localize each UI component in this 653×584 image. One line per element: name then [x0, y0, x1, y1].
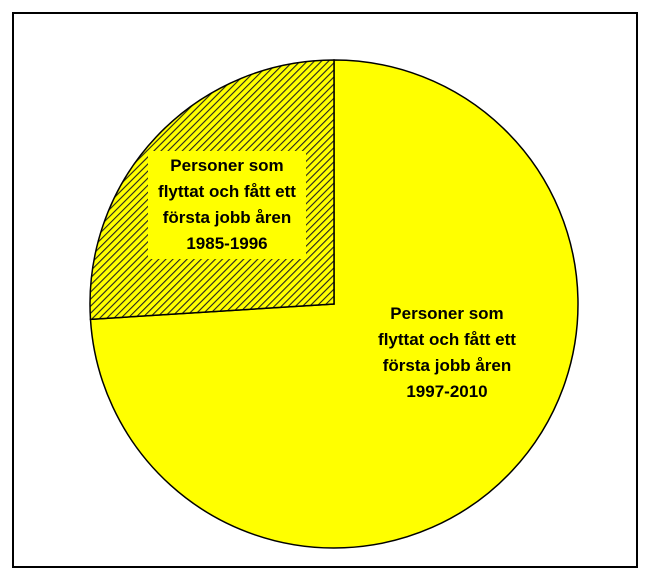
- chart-frame: [12, 12, 638, 568]
- slice-label: Personer som flyttat och fått ett första…: [148, 151, 306, 259]
- slice-label: Personer som flyttat och fått ett första…: [378, 304, 516, 401]
